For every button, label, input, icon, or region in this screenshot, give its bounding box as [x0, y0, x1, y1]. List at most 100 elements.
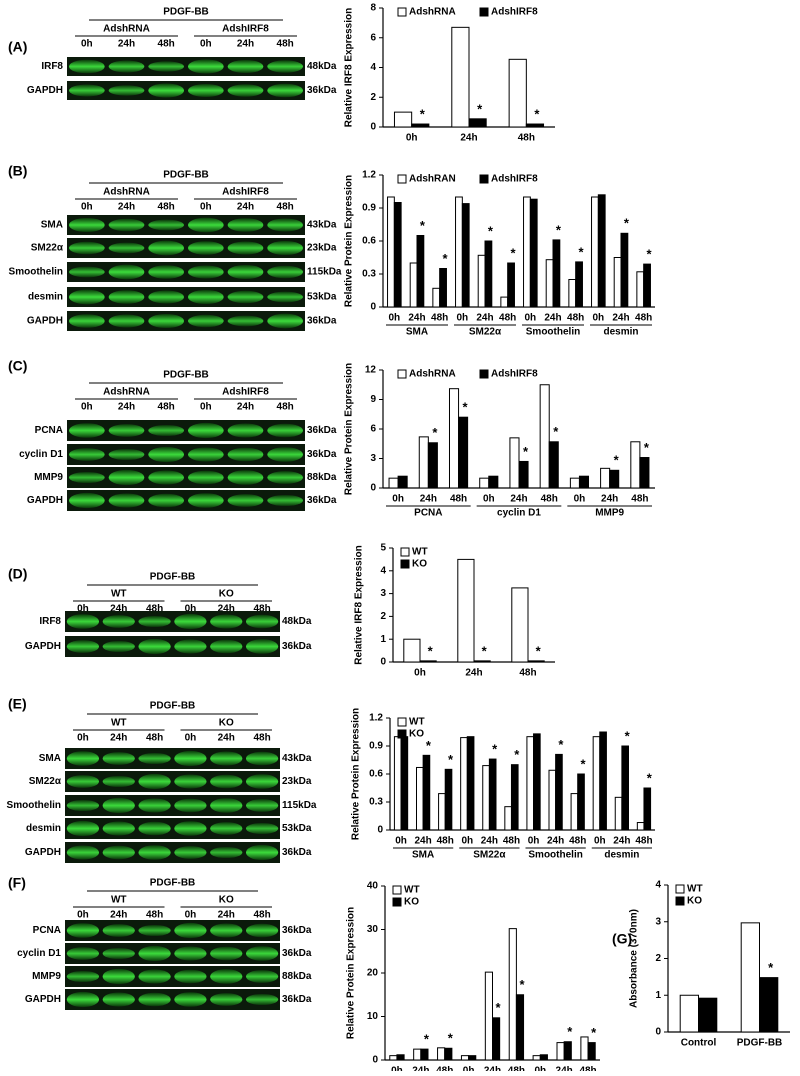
- row-name: IRF8: [41, 61, 63, 72]
- bar: [409, 262, 418, 308]
- blot-band: [267, 423, 304, 438]
- x-tick-label: 48h: [499, 313, 516, 324]
- bar: [420, 1048, 429, 1061]
- bar: [437, 1047, 446, 1061]
- y-tick-label: 0.9: [362, 203, 376, 214]
- group-label: AdshIRF8: [222, 187, 269, 198]
- significance-marker: *: [768, 960, 774, 975]
- panel-label: (E): [8, 696, 27, 712]
- x-tick-label: 0h: [414, 668, 426, 679]
- lane-label: 0h: [81, 402, 93, 413]
- row-size: 88kDa: [282, 971, 312, 982]
- legend-label: KO: [412, 559, 427, 570]
- bar: [451, 26, 470, 128]
- row-name: desmin: [28, 292, 63, 303]
- blot-band: [227, 290, 264, 304]
- blot-band: [66, 640, 100, 653]
- bar: [413, 1048, 422, 1061]
- y-tick-label: 20: [367, 968, 379, 979]
- legend-label: AdshIRF8: [491, 7, 538, 18]
- y-tick-label: 9: [370, 394, 376, 405]
- significance-marker: *: [558, 737, 564, 752]
- significance-marker: *: [624, 216, 630, 231]
- bar: [484, 971, 494, 1061]
- row-size: 115kDa: [307, 267, 342, 278]
- lane-label: 48h: [158, 202, 175, 213]
- blot-band: [174, 969, 207, 984]
- significance-marker: *: [448, 1031, 454, 1046]
- row-size: 23kDa: [282, 776, 312, 787]
- blot-band: [108, 242, 145, 254]
- blot-band: [210, 993, 243, 1006]
- bar: [600, 467, 611, 489]
- x-tick-label: 24h: [484, 1066, 501, 1071]
- bar: [526, 736, 535, 831]
- blot-band: [138, 821, 171, 836]
- x-tick-label: 0h: [483, 494, 495, 505]
- lane-label: 24h: [218, 604, 235, 615]
- legend-swatch: [397, 7, 407, 17]
- row-name: GAPDH: [25, 641, 61, 652]
- blot-band: [138, 924, 171, 937]
- y-tick-label: 6: [370, 424, 376, 435]
- x-tick-label: 24h: [408, 313, 425, 324]
- row-name: GAPDH: [27, 495, 63, 506]
- x-tick-label: 0h: [395, 836, 407, 847]
- lane-label: 24h: [218, 733, 235, 744]
- legend-label: KO: [409, 729, 424, 740]
- significance-marker: *: [477, 101, 483, 116]
- x-tick-label: 0h: [463, 1066, 475, 1071]
- x-tick-label: 48h: [569, 836, 586, 847]
- blot-band: [68, 289, 105, 305]
- bar: [548, 441, 559, 489]
- row-size: 115kDa: [282, 800, 317, 811]
- lane-label: 24h: [218, 910, 235, 921]
- blot-band: [245, 993, 279, 1006]
- legend-swatch: [392, 885, 402, 895]
- lane-label: 0h: [81, 202, 93, 213]
- y-tick-label: 0.3: [369, 797, 383, 808]
- x-tick-label: 0h: [594, 836, 606, 847]
- x-tick-label: 48h: [567, 313, 584, 324]
- row-size: 53kDa: [282, 823, 312, 834]
- group-label: AdshIRF8: [222, 387, 269, 398]
- bar: [614, 796, 623, 831]
- bar: [539, 1054, 548, 1061]
- blot-band: [68, 448, 105, 461]
- significance-marker: *: [463, 400, 469, 415]
- bar: [621, 745, 629, 831]
- bar: [597, 194, 606, 308]
- row-name: GAPDH: [25, 994, 61, 1005]
- row-name: Smoothelin: [7, 800, 61, 811]
- row-name: cyclin D1: [17, 948, 61, 959]
- lane-label: 24h: [237, 39, 254, 50]
- y-tick-label: 12: [365, 365, 377, 376]
- blot-band: [210, 751, 243, 766]
- blot-band: [138, 752, 171, 765]
- row-size: 36kDa: [307, 425, 337, 436]
- blot-band: [267, 218, 304, 232]
- blot-band: [148, 424, 185, 437]
- blot-band: [68, 59, 105, 74]
- bar: [477, 254, 486, 308]
- x-tick-label: 48h: [518, 133, 535, 144]
- row-name: MMP9: [32, 971, 61, 982]
- blot-band: [148, 446, 185, 463]
- blot-band: [66, 970, 100, 983]
- bar: [438, 793, 446, 831]
- lane-label: 24h: [110, 733, 127, 744]
- y-tick-label: 1.2: [362, 170, 376, 181]
- blot-band: [210, 946, 243, 961]
- group-label: SM22α: [469, 327, 502, 338]
- x-tick-label: 0h: [461, 836, 473, 847]
- row-name: SM22α: [29, 776, 62, 787]
- group-label: desmin: [604, 850, 639, 861]
- blot-band: [245, 774, 279, 789]
- legend-label: WT: [412, 547, 428, 558]
- blot-band: [227, 84, 264, 97]
- legend-label: AdshRNA: [409, 7, 456, 18]
- blot-band: [148, 493, 185, 508]
- blot-band: [227, 315, 264, 327]
- x-tick-label: 0h: [528, 836, 540, 847]
- blot-band: [187, 493, 224, 508]
